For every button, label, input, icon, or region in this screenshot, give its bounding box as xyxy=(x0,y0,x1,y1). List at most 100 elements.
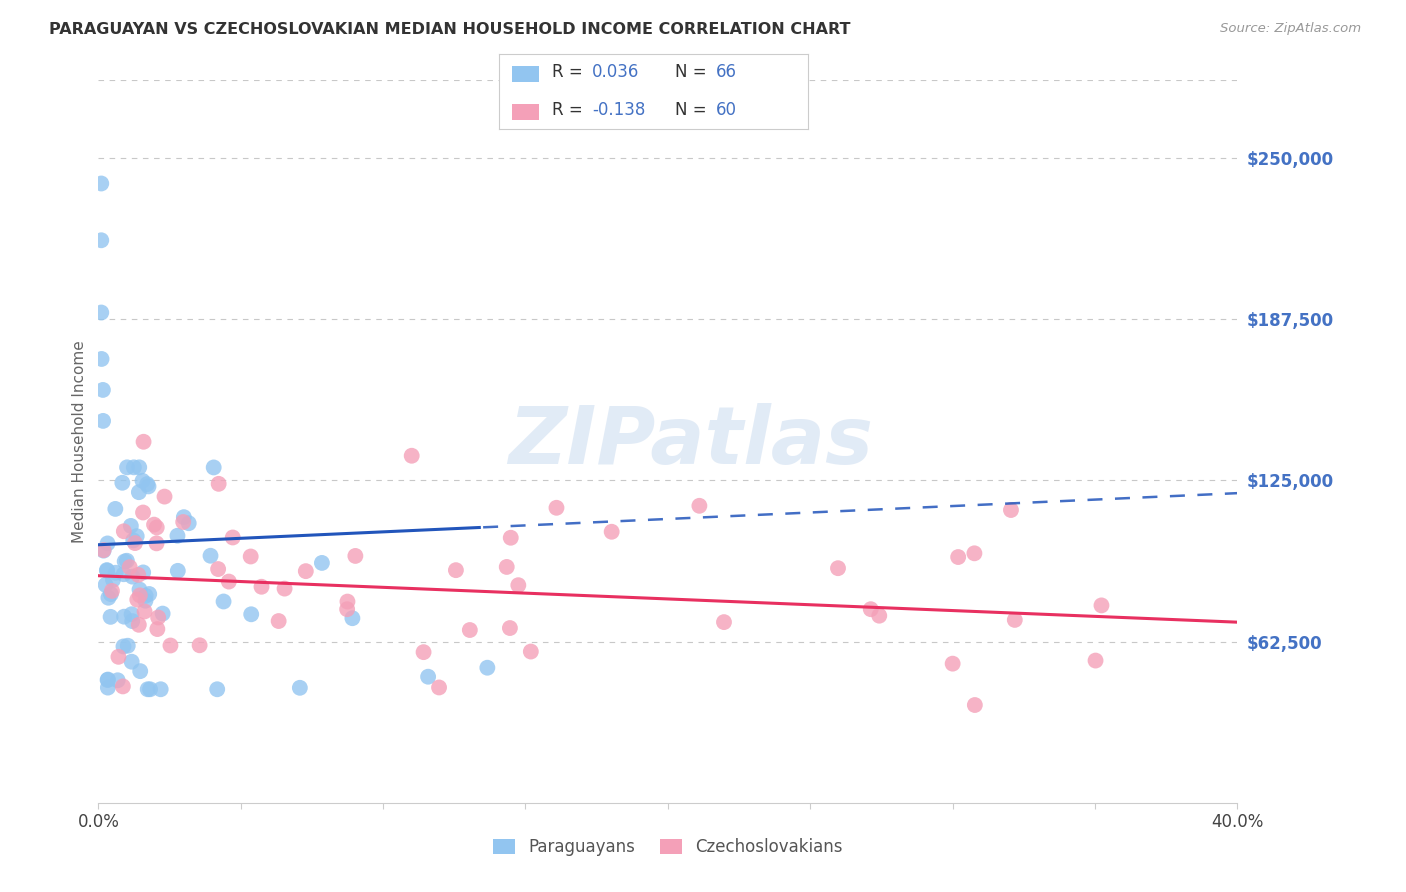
Point xyxy=(222,531,245,545)
Point xyxy=(104,566,127,580)
Point xyxy=(401,449,423,463)
Point xyxy=(136,682,159,697)
Point xyxy=(128,588,150,602)
Point xyxy=(125,529,148,543)
Point xyxy=(107,673,129,688)
Point xyxy=(124,536,146,550)
Point xyxy=(120,519,142,533)
Point xyxy=(963,698,986,712)
Point xyxy=(97,591,120,605)
Text: 0.036: 0.036 xyxy=(592,63,640,81)
Point xyxy=(117,639,139,653)
Point xyxy=(96,564,118,578)
Point xyxy=(93,543,115,558)
Point xyxy=(115,460,138,475)
Point xyxy=(128,582,150,597)
Text: R =: R = xyxy=(551,101,588,119)
Point xyxy=(159,639,181,653)
Text: ZIPatlas: ZIPatlas xyxy=(508,402,873,481)
Point xyxy=(458,623,481,637)
Point xyxy=(412,645,434,659)
Point xyxy=(146,622,169,636)
Point xyxy=(942,657,965,671)
Point xyxy=(273,582,295,596)
Point xyxy=(96,536,118,550)
Point xyxy=(1090,599,1112,613)
Point xyxy=(129,664,152,678)
Point xyxy=(93,543,115,558)
Point xyxy=(200,549,222,563)
Point xyxy=(188,638,211,652)
Point xyxy=(946,549,969,564)
Point xyxy=(111,680,134,694)
Point xyxy=(101,583,124,598)
Point xyxy=(127,567,149,582)
Point xyxy=(138,479,160,493)
Point xyxy=(295,564,318,578)
Point xyxy=(139,682,162,697)
Point xyxy=(963,546,986,560)
Point xyxy=(520,644,543,658)
Point xyxy=(288,681,311,695)
Point xyxy=(100,610,122,624)
Point xyxy=(416,670,439,684)
Point xyxy=(90,177,112,191)
Text: Source: ZipAtlas.com: Source: ZipAtlas.com xyxy=(1220,22,1361,36)
Point xyxy=(713,615,735,629)
Point xyxy=(1000,503,1022,517)
Point xyxy=(1084,654,1107,668)
Point xyxy=(91,414,114,428)
Point xyxy=(1004,613,1026,627)
Point xyxy=(172,515,194,529)
Point xyxy=(250,580,273,594)
Point xyxy=(868,608,890,623)
Point xyxy=(499,621,522,635)
Point xyxy=(145,520,167,534)
Point xyxy=(97,681,120,695)
Text: N =: N = xyxy=(675,63,713,81)
Point xyxy=(115,554,138,568)
Point xyxy=(173,510,195,524)
Point xyxy=(546,500,568,515)
Point xyxy=(118,560,141,574)
Point xyxy=(688,499,710,513)
Point xyxy=(208,476,231,491)
Point xyxy=(97,673,120,687)
Point xyxy=(267,614,290,628)
Point xyxy=(207,562,229,576)
Point xyxy=(128,460,150,475)
Point xyxy=(104,502,127,516)
Point xyxy=(112,524,135,539)
Point xyxy=(143,517,166,532)
Point xyxy=(508,578,530,592)
Point xyxy=(311,556,333,570)
Point xyxy=(499,531,522,545)
Point xyxy=(114,554,136,568)
Point xyxy=(212,594,235,608)
Point xyxy=(90,305,112,319)
Point xyxy=(859,602,882,616)
Point xyxy=(136,477,159,491)
Point xyxy=(121,655,143,669)
Point xyxy=(112,567,135,582)
Point xyxy=(477,661,499,675)
Point xyxy=(112,640,135,654)
Point xyxy=(90,233,112,247)
Point xyxy=(100,587,122,601)
Point xyxy=(134,604,156,618)
Point xyxy=(240,607,263,622)
Point xyxy=(495,560,517,574)
Point xyxy=(239,549,262,564)
Point xyxy=(827,561,849,575)
Text: 66: 66 xyxy=(716,63,737,81)
Point xyxy=(149,682,172,697)
Point xyxy=(148,610,170,624)
Point xyxy=(336,594,359,608)
Point xyxy=(132,434,155,449)
Point xyxy=(202,460,225,475)
Point xyxy=(128,485,150,500)
Point xyxy=(96,563,118,577)
Point xyxy=(91,383,114,397)
Point xyxy=(111,475,134,490)
Point xyxy=(101,573,124,587)
